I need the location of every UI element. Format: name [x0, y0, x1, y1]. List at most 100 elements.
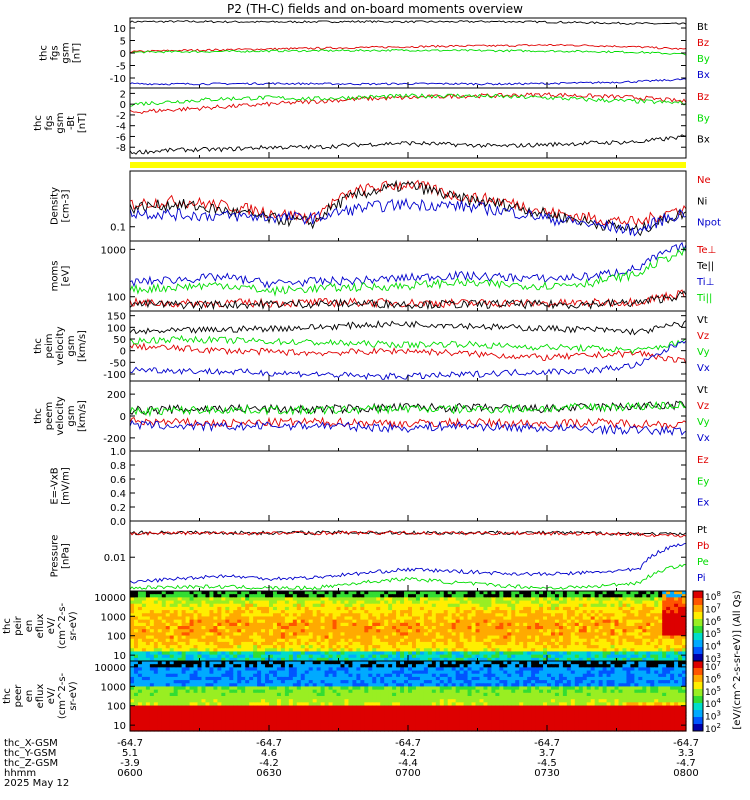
- panel-0-frame: [129, 17, 687, 89]
- panel-4-ylabel-line: peim: [44, 333, 55, 358]
- panel-1-ylabel-line: fgs: [44, 115, 55, 130]
- colorbar-label: [eV/(cm^2-s-sr-eV)] (All Qs): [732, 590, 743, 729]
- panel-2-legend-Ne: Ne: [697, 175, 711, 186]
- panel-3-ytick-label: 1000: [101, 245, 126, 256]
- panel-7-ylabel-line: [nPa]: [61, 543, 72, 569]
- panel-6-legend-Ez: Ez: [697, 455, 709, 466]
- xaxis-row-thc_Z-GSM-value: -4.2: [259, 758, 279, 769]
- panel-0-legend-Bz: Bz: [697, 38, 709, 49]
- panel-6-frame: [129, 450, 687, 522]
- panel-8-ylabel-line: eV/: [46, 617, 57, 634]
- panel-1-series-Bx: [129, 134, 686, 155]
- xaxis-row-thc_X-GSM-value: -64.7: [256, 738, 282, 749]
- panel-1-ylabel-line: [nT]: [77, 113, 88, 133]
- panel-8-ylabel-line: peir: [13, 615, 24, 635]
- colorbar-upper-segment: [693, 633, 703, 641]
- panel-4-ylabel-line: velocity: [55, 326, 66, 365]
- panel-5-ytick-label: -200: [103, 434, 126, 445]
- panel-1-legend-Bz: Bz: [697, 92, 709, 103]
- panel-9-ylabel-line: en: [24, 690, 35, 703]
- xaxis-row-thc_X-GSM: thc_X-GSM: [4, 738, 58, 749]
- panel-0-ylabel-line: fgs: [50, 45, 61, 60]
- panel-7-legend-Pt: Pt: [697, 525, 707, 536]
- colorbar-lower-tick: 105: [705, 685, 721, 698]
- panel-3-ylabel-line: [eV]: [61, 266, 72, 287]
- panel-8-ytick-label: 10000: [94, 593, 126, 604]
- panel-0-ylabel-line: gsm: [61, 42, 72, 63]
- panel-1-ytick-label: -2: [116, 111, 126, 122]
- panel-3-series-Ti⊥: [129, 241, 687, 289]
- xaxis-row-thc_Y-GSM: thc_Y-GSM: [4, 748, 56, 759]
- xaxis-row-thc_X-GSM-value: -64.7: [395, 738, 421, 749]
- panel-4-legend-Vx: Vx: [697, 363, 710, 374]
- panel-4-ylabel-line: gsm: [66, 335, 77, 356]
- panel-9-ylabel-line: (cm^2-s-: [57, 672, 68, 719]
- panel-4-series-Vz: [129, 342, 687, 365]
- panel-5-series-Vz: [129, 416, 687, 430]
- panel-9-ytick-label: 10: [113, 721, 126, 732]
- panel-7-series-Pi: [129, 542, 687, 584]
- xaxis-row-thc_Y-GSM-value: 4.6: [261, 748, 277, 759]
- colorbar-upper-segment: [693, 591, 703, 599]
- panel-9-ytick-label: 10000: [94, 663, 126, 674]
- colorbar-upper-segment: [693, 640, 703, 648]
- panel-4-frame: [129, 310, 687, 382]
- panel-2-ylabel-line: [cm-3]: [61, 189, 72, 222]
- panel-2-series-Ne: [129, 179, 687, 227]
- xaxis-row-thc_Z-GSM-value: -4.7: [676, 758, 696, 769]
- panel-6-ytick-label: 0.6: [110, 475, 126, 486]
- panel-6-ytick-label: 0.0: [110, 517, 126, 528]
- panel-7-legend-Pi: Pi: [697, 573, 706, 584]
- colorbar-lower-segment: [693, 661, 703, 669]
- xaxis-row-hhmm-value: 0630: [256, 768, 281, 779]
- panel-9-ylabel-line: peer: [13, 684, 24, 708]
- panel-4-legend-Vt: Vt: [697, 315, 708, 326]
- xaxis-row-hhmm-value: 0730: [534, 768, 559, 779]
- xaxis-row-thc_Y-GSM-value: 5.1: [122, 748, 138, 759]
- panel-9-ylabel-line: sr-eV): [68, 681, 79, 710]
- panel-3-legend-Ti||: Ti||: [696, 293, 712, 304]
- panel-0-legend-By: By: [697, 54, 710, 65]
- panel-1-ylabel-line: gsm: [55, 112, 66, 133]
- panel-1-ylabel-line: -Bt: [66, 116, 77, 130]
- panel-6-legend-Ex: Ex: [697, 498, 709, 509]
- panel-7-series-Pb: [129, 530, 687, 538]
- panel-1-ylabel-line: thc: [33, 115, 44, 131]
- colorbar-upper-segment: [693, 654, 703, 662]
- panel-5-ytick-label: 0: [120, 412, 126, 423]
- panel-8-ytick-label: 10: [113, 651, 126, 662]
- colorbar-lower-segment: [693, 724, 703, 732]
- panel-7-legend-Pe: Pe: [697, 557, 709, 568]
- panel-4-ytick-label: 50: [113, 335, 126, 346]
- panel-3-frame: [129, 240, 687, 312]
- panel-0-ytick-label: -5: [116, 62, 126, 73]
- panel-2-ylabel-line: Density: [50, 187, 61, 225]
- colorbar-upper-segment: [693, 605, 703, 613]
- colorbar-upper-segment: [693, 647, 703, 655]
- panel-0-ytick-label: 10: [113, 24, 126, 35]
- panel-4-ytick-label: -50: [110, 358, 126, 369]
- colorbar-lower-tick: 102: [705, 722, 721, 735]
- panel-0-ylabel-line: thc: [39, 45, 50, 61]
- panel-6-ytick-label: 0.4: [110, 489, 126, 500]
- panel-5-legend-Vt: Vt: [697, 385, 708, 396]
- panel-5-ylabel-line: [km/s]: [77, 400, 88, 432]
- colorbar-lower-segment: [693, 696, 703, 704]
- panel-5-ylabel-line: peem: [44, 402, 55, 430]
- panel-3-legend-Te⊥: Te⊥: [696, 245, 716, 256]
- quality-flag-bar: [130, 162, 686, 168]
- panel-5-ylabel-line: velocity: [55, 396, 66, 435]
- panel-0-ytick-label: 0: [120, 49, 126, 60]
- xaxis-row-hhmm-value: 0600: [117, 768, 142, 779]
- panel-4-ytick-label: 100: [107, 323, 126, 334]
- panel-0-legend-Bx: Bx: [697, 70, 710, 81]
- panel-1-ytick-label: 0: [120, 100, 126, 111]
- panel-9-ylabel-line: eflux: [35, 684, 46, 709]
- panel-8-heatmap: [130, 591, 687, 662]
- colorbar-upper-tick: 106: [705, 615, 721, 628]
- panel-5-legend-Vx: Vx: [697, 433, 710, 444]
- panel-9-ylabel-line: thc: [2, 688, 13, 704]
- chart-title: P2 (TH-C) fields and on-board moments ov…: [227, 2, 523, 16]
- panel-7-ytick-label: 0.01: [104, 553, 126, 564]
